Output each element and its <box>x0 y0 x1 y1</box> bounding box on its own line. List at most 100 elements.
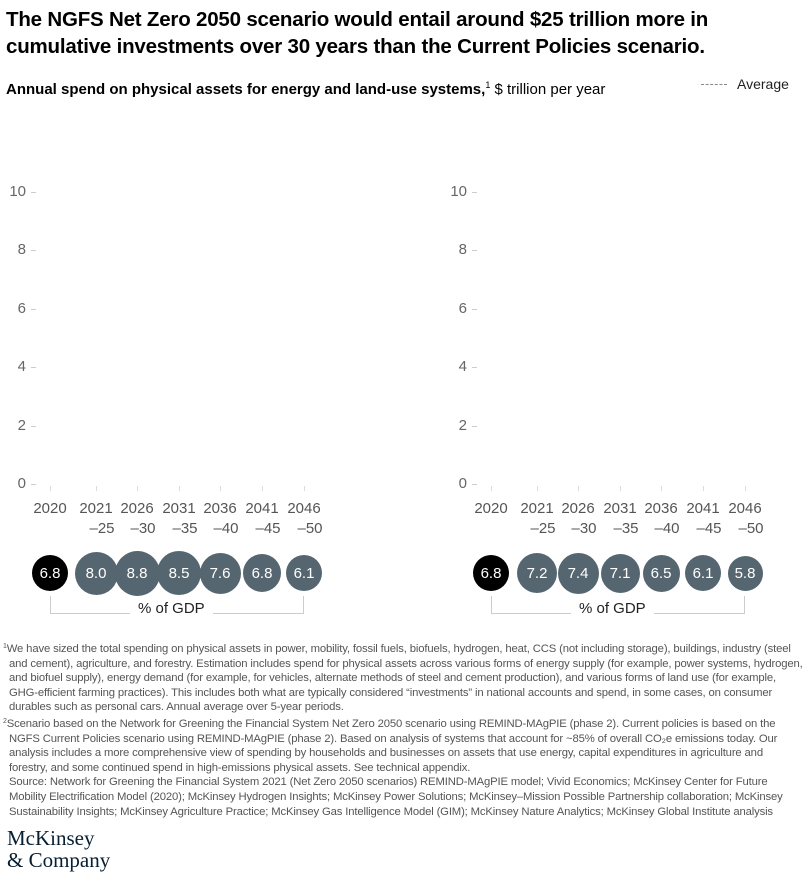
x-axis-label: 2021 –25 <box>74 499 118 539</box>
y-tick-mark <box>472 192 477 193</box>
gdp-share-bubble: 8.5 <box>157 551 201 595</box>
y-tick-label: 4 <box>458 358 467 376</box>
x-axis-label: 2041 –45 <box>240 499 284 539</box>
y-tick-mark <box>31 367 36 369</box>
x-tick-mark <box>179 486 180 491</box>
x-axis-label: 2031 –35 <box>157 499 201 539</box>
gdp-share-bubble: 6.8 <box>243 554 281 592</box>
x-label-line-2: –45 <box>696 520 722 537</box>
x-label-line-2: –35 <box>613 520 639 537</box>
x-label-line-1: 2046 <box>287 500 321 517</box>
chart-subtitle: Annual spend on physical assets for ener… <box>6 75 605 100</box>
y-tick-label: 6 <box>17 299 26 317</box>
x-axis-label: 2046 –50 <box>282 499 326 539</box>
gdp-share-bubble: 7.6 <box>199 552 241 594</box>
x-tick-mark <box>304 486 305 491</box>
gdp-share-bubble: 6.8 <box>473 555 509 591</box>
x-tick-mark <box>578 486 579 491</box>
x-tick-mark <box>537 486 538 491</box>
x-axis-label: 2020 <box>469 499 513 519</box>
x-label-line-2: –30 <box>571 520 597 537</box>
y-tick-mark <box>31 308 36 310</box>
mckinsey-logo: McKinsey & Company <box>7 827 110 871</box>
gdp-share-bubble: 6.1 <box>286 555 322 591</box>
footnote-2: 2Scenario based on the Network for Green… <box>3 715 803 775</box>
x-label-line-2: –30 <box>130 520 156 537</box>
chart-current-policies: 10 8 6 4 2 0 2020 6.8 2021 –25 7.2 2026 –30 7.4 2031 –3… <box>441 0 804 640</box>
y-tick-label: 10 <box>9 183 26 200</box>
x-label-line-2: –25 <box>530 520 556 537</box>
x-label-line-1: 2041 <box>686 500 720 517</box>
x-label-line-1: 2020 <box>474 500 508 517</box>
gdp-bracket-label: % of GDP <box>571 600 654 617</box>
x-label-line-2: –50 <box>297 520 323 537</box>
y-tick-label: 6 <box>458 299 467 317</box>
x-label-line-1: 2046 <box>728 500 762 517</box>
x-axis-label: 2036 –40 <box>198 499 242 539</box>
chart-net-zero: 10 8 6 4 2 0 2020 6.8 2021 –25 8.0 2026 –30 8.8 2031 –3… <box>0 0 400 640</box>
y-tick-label: 8 <box>17 241 26 259</box>
gdp-share-bubble: 6.1 <box>685 555 721 591</box>
y-tick-label: 8 <box>458 241 467 259</box>
legend-label-average: Average <box>737 76 789 92</box>
x-axis-label: 2036 –40 <box>639 499 683 539</box>
x-axis-label: 2041 –45 <box>681 499 725 539</box>
gdp-share-bubble: 8.0 <box>74 551 118 595</box>
footnote-2-marker: 2 <box>3 717 7 725</box>
y-tick-label: 2 <box>458 416 467 434</box>
footnotes: 1We have sized the total spending on phy… <box>3 640 803 819</box>
x-axis-label: 2026 –30 <box>115 499 159 539</box>
x-label-line-1: 2021 <box>79 500 113 517</box>
gdp-share-bubble: 6.8 <box>32 555 68 591</box>
x-tick-mark <box>661 486 662 491</box>
x-label-line-1: 2026 <box>561 500 595 517</box>
source-note: Source: Network for Greening the Financi… <box>9 776 783 818</box>
y-tick-mark <box>472 425 477 427</box>
x-label-line-2: –35 <box>172 520 198 537</box>
y-tick-mark <box>472 367 477 369</box>
footnote-1-text: We have sized the total spending on phys… <box>6 643 803 714</box>
y-tick-label: 2 <box>17 416 26 434</box>
logo-line-2: & Company <box>7 848 111 872</box>
gdp-share-bubble: 7.1 <box>600 553 640 593</box>
footnote-1: 1We have sized the total spending on phy… <box>3 640 803 715</box>
x-label-line-1: 2031 <box>603 500 637 517</box>
footnote-2-text: Scenario based on the Network for Greeni… <box>6 717 778 774</box>
x-label-line-1: 2036 <box>644 500 678 517</box>
x-label-line-1: 2020 <box>33 500 67 517</box>
x-axis-label: 2020 <box>28 499 72 519</box>
x-axis-label: 2026 –30 <box>556 499 600 539</box>
y-tick-mark <box>472 484 477 485</box>
x-label-line-1: 2041 <box>245 500 279 517</box>
y-tick-mark <box>31 425 36 427</box>
subtitle-bold: Annual spend on physical assets for ener… <box>6 81 486 98</box>
footnote-1-marker: 1 <box>3 643 7 650</box>
y-tick-mark <box>31 192 36 193</box>
y-tick-label: 10 <box>450 183 467 200</box>
gdp-share-bubble: 7.4 <box>557 552 599 594</box>
x-axis-label: 2046 –50 <box>723 499 767 539</box>
x-axis-label: 2021 –25 <box>515 499 559 539</box>
y-tick-label: 4 <box>17 358 26 376</box>
legend: Average <box>701 76 789 92</box>
gdp-share-bubble: 8.8 <box>114 550 160 596</box>
logo-line-1: McKinsey <box>7 826 95 850</box>
x-label-line-1: 2031 <box>162 500 196 517</box>
y-tick-label: 0 <box>458 475 467 492</box>
x-tick-mark <box>96 486 97 491</box>
x-label-line-1: 2021 <box>520 500 554 517</box>
y-tick-mark <box>472 308 477 310</box>
y-tick-mark <box>31 250 36 252</box>
gdp-share-bubble: 5.8 <box>727 555 763 591</box>
footnote-ref-1: 1 <box>485 80 491 90</box>
dashed-line-icon <box>701 83 727 85</box>
x-tick-mark <box>137 486 138 491</box>
x-label-line-1: 2036 <box>203 500 237 517</box>
x-label-line-2: –40 <box>654 520 680 537</box>
gdp-bracket-label: % of GDP <box>130 600 213 617</box>
x-tick-mark <box>703 486 704 491</box>
x-tick-mark <box>620 486 621 491</box>
x-tick-mark <box>745 486 746 491</box>
gdp-share-bubble: 6.5 <box>642 554 680 592</box>
y-tick-label: 0 <box>17 475 26 492</box>
